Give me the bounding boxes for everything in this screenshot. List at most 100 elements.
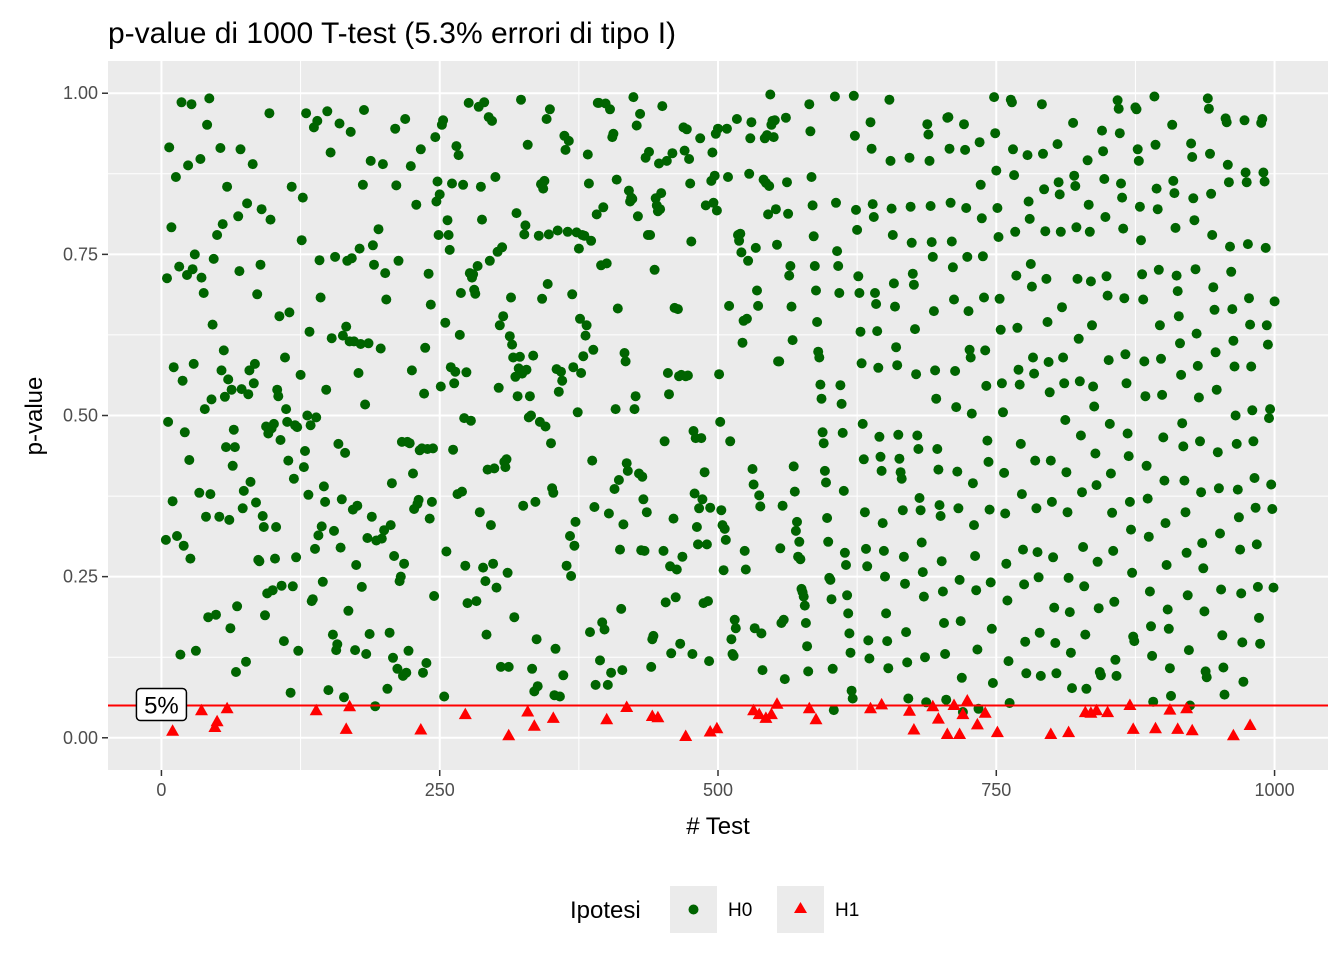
h0-point (864, 653, 875, 664)
x-tick-label: 750 (981, 780, 1011, 800)
h0-point (772, 239, 782, 250)
h0-point (715, 416, 726, 427)
h0-point (999, 467, 1010, 478)
h0-point (777, 500, 788, 511)
h0-point (1080, 629, 1091, 640)
h0-point (1172, 286, 1183, 297)
h0-point (540, 421, 551, 432)
h0-point (233, 211, 244, 222)
h0-point (256, 204, 267, 215)
h1-point (953, 727, 967, 739)
h0-point (959, 119, 969, 130)
h0-point (444, 244, 455, 255)
h0-point (1038, 148, 1048, 159)
h0-point (588, 344, 599, 355)
h0-point (217, 219, 228, 230)
h0-point (1036, 99, 1047, 110)
h0-point (477, 214, 487, 225)
h0-point (855, 326, 866, 337)
h0-point (438, 115, 449, 126)
h0-point (1123, 451, 1134, 462)
h0-point (286, 181, 297, 192)
h0-point (1013, 364, 1024, 375)
h0-point (369, 259, 379, 270)
h0-point (377, 159, 388, 170)
h0-point (1189, 215, 1200, 226)
h0-point (1211, 384, 1222, 395)
h0-point (723, 172, 733, 182)
h0-point (724, 300, 735, 311)
h0-point (995, 324, 1006, 335)
h0-point (956, 672, 967, 683)
h0-point (216, 365, 227, 376)
h1-point (1123, 698, 1137, 710)
h0-point (243, 389, 254, 400)
h0-point (507, 339, 518, 350)
x-tick-label: 0 (156, 780, 166, 800)
h1-point (903, 704, 916, 716)
h0-point (1137, 269, 1148, 280)
h0-point (257, 511, 268, 521)
h0-point (750, 242, 761, 253)
y-axis: 0.00 0.25 0.50 0.75 1.00 (63, 83, 108, 748)
h0-point (1205, 148, 1215, 159)
h0-point (774, 356, 785, 367)
h0-point (528, 350, 539, 361)
h0-point (998, 407, 1008, 418)
h0-point (786, 301, 797, 312)
h0-point (1107, 507, 1118, 518)
h0-point (638, 494, 649, 505)
h0-point (1149, 91, 1160, 102)
h0-point (657, 101, 668, 112)
h0-point (1186, 138, 1197, 149)
h0-point (1236, 588, 1247, 599)
h0-point (163, 416, 174, 427)
h0-point (718, 565, 729, 576)
h0-point (443, 230, 454, 240)
h0-point (168, 362, 179, 373)
h1-point (764, 707, 778, 720)
h0-point (1029, 368, 1040, 379)
h0-point (268, 418, 279, 429)
h0-point (661, 155, 672, 166)
h0-point (1147, 650, 1158, 661)
h0-point (1122, 428, 1133, 439)
h0-point (832, 246, 843, 257)
h0-point (658, 545, 669, 556)
h0-point (430, 132, 441, 143)
h0-point (782, 177, 792, 188)
h0-point (307, 594, 318, 605)
h0-point (1073, 333, 1084, 344)
h0-point (375, 343, 386, 354)
x-axis-title: # Test (686, 813, 750, 840)
h0-point (494, 320, 505, 331)
h0-point (964, 344, 975, 355)
h0-point (188, 358, 199, 369)
h0-point (205, 489, 216, 500)
h0-point (336, 494, 347, 505)
h0-point (755, 501, 766, 512)
h0-point (582, 149, 593, 160)
h0-point (848, 90, 859, 101)
h0-point (1075, 430, 1086, 441)
h0-point (746, 117, 757, 128)
h0-point (1196, 487, 1207, 498)
h0-point (1025, 259, 1036, 269)
h0-point (1040, 226, 1051, 237)
h0-point (451, 141, 462, 152)
h0-point (981, 380, 992, 391)
h0-point (393, 255, 404, 266)
h0-point (927, 251, 938, 262)
h0-point (828, 705, 839, 716)
h0-point (1024, 213, 1035, 224)
h0-point (867, 199, 878, 210)
h0-point (719, 523, 730, 534)
h0-point (506, 292, 516, 303)
h0-point (1187, 152, 1198, 162)
h0-point (709, 170, 720, 181)
h1-point (970, 717, 984, 730)
h0-point (1151, 183, 1162, 194)
h0-point (975, 179, 986, 190)
h0-point (432, 176, 443, 187)
h0-point (201, 511, 211, 522)
